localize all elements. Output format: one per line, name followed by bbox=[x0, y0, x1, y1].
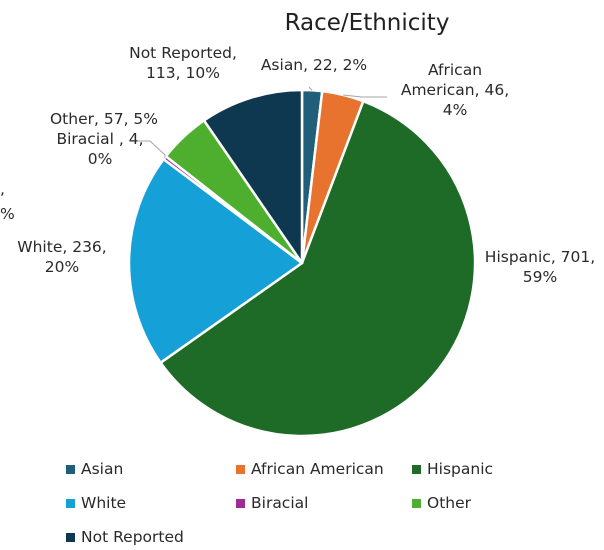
legend-swatch bbox=[236, 465, 245, 474]
data-label-biracial: Biracial , 4, 0% bbox=[56, 130, 143, 168]
legend-swatch bbox=[412, 465, 421, 474]
legend-label: Hispanic bbox=[427, 460, 493, 478]
legend-item-hispanic: Hispanic bbox=[412, 460, 493, 478]
pie-slices bbox=[127, 88, 477, 438]
clipped-label-fragment: % bbox=[0, 205, 15, 223]
data-label-asian: Asian, 22, 2% bbox=[261, 56, 367, 74]
legend-swatch bbox=[236, 499, 245, 508]
legend-swatch bbox=[66, 533, 75, 542]
clipped-label-fragment: , bbox=[0, 180, 5, 198]
legend-item-african-american: African American bbox=[236, 460, 384, 478]
data-label-white: White, 236, 20% bbox=[17, 238, 106, 276]
legend-item-biracial: Biracial bbox=[236, 494, 308, 512]
leader-line-biracial bbox=[138, 140, 166, 158]
data-label-african-american: African American, 46, 4% bbox=[401, 61, 509, 119]
legend-label: Biracial bbox=[251, 494, 308, 512]
chart-title: Race/Ethnicity bbox=[285, 10, 450, 36]
legend-label: White bbox=[81, 494, 126, 512]
leader-line-african-american bbox=[343, 94, 387, 98]
legend-label: Asian bbox=[81, 460, 123, 478]
leader-lines bbox=[138, 86, 387, 158]
data-label-hispanic: Hispanic, 701, 59% bbox=[485, 248, 595, 286]
legend-item-asian: Asian bbox=[66, 460, 123, 478]
data-labels: Asian, 22, 2% African American, 46, 4% Hispa… bbox=[17, 44, 595, 286]
leader-line-asian bbox=[308, 86, 313, 91]
slice-not-reported bbox=[202, 88, 304, 265]
legend-swatch bbox=[412, 499, 421, 508]
legend-item-white: White bbox=[66, 494, 126, 512]
legend: Asian African American Hispanic White Biraci… bbox=[66, 460, 493, 546]
legend-label: Not Reported bbox=[81, 528, 184, 546]
legend-item-other: Other bbox=[412, 494, 472, 512]
legend-label: Other bbox=[427, 494, 472, 512]
legend-swatch bbox=[66, 465, 75, 474]
slice-hispanic bbox=[159, 99, 477, 438]
data-label-other: Other, 57, 5% bbox=[50, 110, 158, 128]
legend-swatch bbox=[66, 499, 75, 508]
data-label-not-reported: Not Reported, 113, 10% bbox=[129, 44, 237, 82]
legend-label: African American bbox=[251, 460, 384, 478]
legend-item-not-reported: Not Reported bbox=[66, 528, 184, 546]
slice-white bbox=[127, 157, 304, 364]
clipped-label-fragments: ,% bbox=[0, 180, 15, 223]
